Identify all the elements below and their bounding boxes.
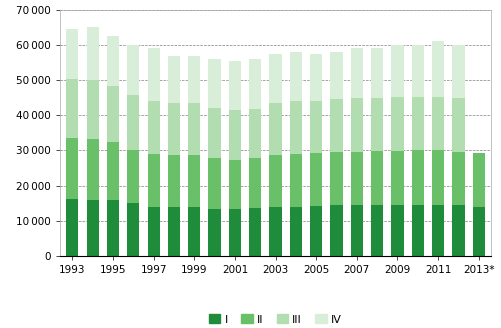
- Bar: [127, 203, 139, 256]
- Bar: [472, 153, 485, 207]
- Bar: [208, 158, 220, 210]
- Bar: [229, 210, 241, 256]
- Legend: I, II, III, IV: I, II, III, IV: [205, 310, 346, 328]
- Bar: [229, 61, 241, 110]
- Bar: [249, 208, 262, 256]
- Bar: [371, 151, 383, 205]
- Bar: [270, 154, 282, 207]
- Bar: [107, 200, 119, 256]
- Bar: [391, 151, 404, 205]
- Bar: [66, 199, 79, 256]
- Bar: [452, 98, 464, 152]
- Bar: [127, 95, 139, 151]
- Bar: [432, 41, 444, 97]
- Bar: [168, 103, 180, 154]
- Bar: [208, 59, 220, 108]
- Bar: [208, 210, 220, 256]
- Bar: [310, 153, 322, 206]
- Bar: [188, 103, 200, 154]
- Bar: [168, 154, 180, 207]
- Bar: [249, 158, 262, 208]
- Bar: [66, 29, 79, 79]
- Bar: [412, 151, 424, 205]
- Bar: [331, 99, 343, 152]
- Bar: [249, 59, 262, 109]
- Bar: [87, 80, 99, 139]
- Bar: [107, 86, 119, 142]
- Bar: [391, 205, 404, 256]
- Bar: [452, 205, 464, 256]
- Bar: [310, 101, 322, 153]
- Bar: [391, 45, 404, 97]
- Bar: [270, 54, 282, 103]
- Bar: [270, 103, 282, 154]
- Bar: [412, 45, 424, 97]
- Bar: [371, 205, 383, 256]
- Bar: [310, 54, 322, 101]
- Bar: [147, 49, 160, 100]
- Bar: [331, 152, 343, 205]
- Bar: [351, 205, 363, 256]
- Bar: [351, 49, 363, 98]
- Bar: [87, 28, 99, 80]
- Bar: [310, 206, 322, 256]
- Bar: [208, 108, 220, 158]
- Bar: [188, 55, 200, 103]
- Bar: [432, 97, 444, 151]
- Bar: [66, 138, 79, 199]
- Bar: [188, 154, 200, 207]
- Bar: [290, 52, 302, 101]
- Bar: [452, 45, 464, 98]
- Bar: [229, 110, 241, 159]
- Bar: [168, 55, 180, 103]
- Bar: [371, 98, 383, 151]
- Bar: [147, 207, 160, 256]
- Bar: [432, 205, 444, 256]
- Bar: [229, 159, 241, 210]
- Bar: [391, 97, 404, 151]
- Bar: [127, 151, 139, 203]
- Bar: [66, 79, 79, 138]
- Bar: [107, 36, 119, 86]
- Bar: [107, 142, 119, 200]
- Bar: [371, 49, 383, 98]
- Bar: [452, 152, 464, 205]
- Bar: [127, 45, 139, 95]
- Bar: [412, 205, 424, 256]
- Bar: [290, 207, 302, 256]
- Bar: [331, 205, 343, 256]
- Bar: [168, 207, 180, 256]
- Bar: [331, 52, 343, 99]
- Bar: [412, 97, 424, 151]
- Bar: [270, 207, 282, 256]
- Bar: [87, 139, 99, 200]
- Bar: [472, 207, 485, 256]
- Bar: [290, 154, 302, 207]
- Bar: [87, 200, 99, 256]
- Bar: [249, 109, 262, 158]
- Bar: [351, 152, 363, 205]
- Bar: [188, 207, 200, 256]
- Bar: [290, 101, 302, 154]
- Bar: [147, 100, 160, 154]
- Bar: [432, 151, 444, 205]
- Bar: [351, 98, 363, 152]
- Bar: [147, 154, 160, 207]
